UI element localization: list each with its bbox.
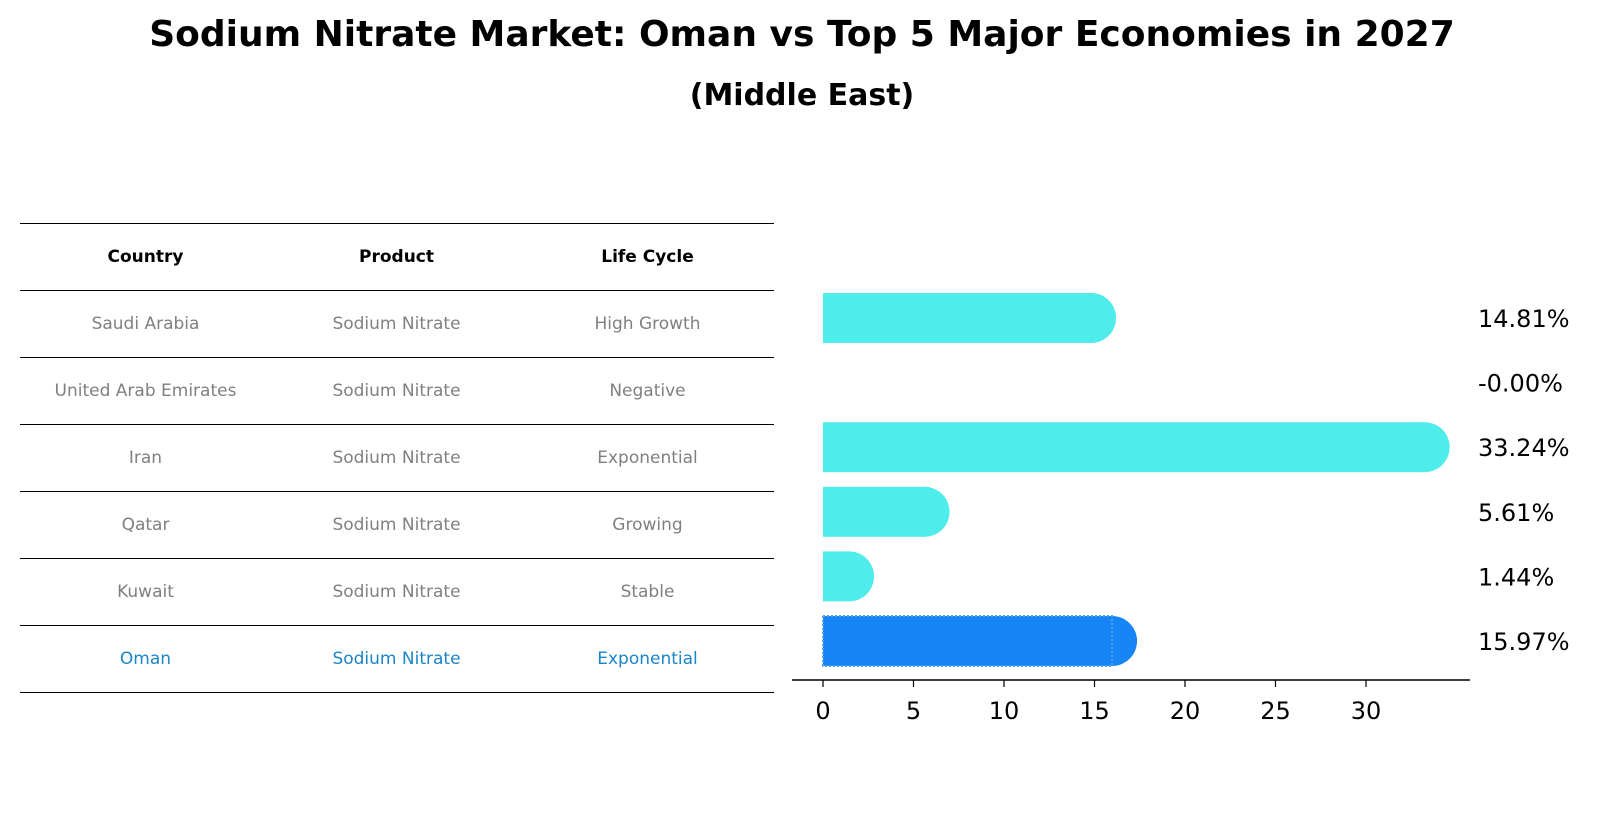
cell-country: Qatar: [121, 515, 170, 535]
bar-cap: [1399, 422, 1450, 473]
header-product: Product: [359, 247, 434, 267]
cell-product: Sodium Nitrate: [332, 649, 461, 669]
cell-life-cycle: Stable: [620, 582, 675, 602]
bar: [823, 422, 1425, 473]
bar-cap: [1087, 616, 1138, 666]
x-tick-label: 15: [1079, 697, 1110, 725]
cell-life-cycle: Exponential: [597, 448, 698, 468]
cell-country: Kuwait: [117, 582, 174, 602]
table-row-highlight: Oman Sodium Nitrate Exponential: [20, 625, 774, 693]
table-row: Saudi Arabia Sodium Nitrate High Growth: [20, 290, 774, 357]
comparison-table: Country Product Life Cycle Saudi Arabia …: [20, 223, 774, 693]
data-label: 33.24%: [1478, 434, 1570, 462]
bar-cap: [899, 486, 950, 537]
header-life-cycle: Life Cycle: [601, 247, 694, 267]
cell-country: Iran: [128, 448, 163, 468]
cell-product: Sodium Nitrate: [332, 381, 461, 401]
data-label: 15.97%: [1478, 628, 1570, 656]
cell-product: Sodium Nitrate: [332, 448, 461, 468]
cell-product: Sodium Nitrate: [332, 314, 461, 334]
bar-highlight-outline: [822, 615, 1114, 667]
cell-product: Sodium Nitrate: [332, 582, 461, 602]
x-tick-label: 25: [1260, 697, 1291, 725]
cell-life-cycle: Growing: [612, 515, 683, 535]
bar: [823, 293, 1092, 343]
header-country: Country: [107, 247, 184, 267]
bar-cap: [824, 551, 875, 602]
table-row: United Arab Emirates Sodium Nitrate Nega…: [20, 357, 774, 424]
table-row: Iran Sodium Nitrate Exponential: [20, 424, 774, 491]
cell-country: Oman: [119, 649, 172, 669]
bar: [823, 616, 1113, 666]
data-label: 14.81%: [1478, 305, 1570, 333]
cell-country: United Arab Emirates: [54, 381, 237, 401]
x-tick-label: 5: [906, 697, 921, 725]
cell-product: Sodium Nitrate: [332, 515, 461, 535]
data-label: 5.61%: [1478, 499, 1554, 527]
data-label: -0.00%: [1478, 370, 1563, 398]
chart-subtitle: (Middle East): [689, 78, 915, 113]
x-tick-label: 10: [989, 697, 1020, 725]
x-tick-label: 30: [1351, 697, 1382, 725]
data-label: 1.44%: [1478, 563, 1554, 591]
table-row: Qatar Sodium Nitrate Growing: [20, 491, 774, 558]
cell-life-cycle: Exponential: [597, 649, 698, 669]
bar-cap: [1066, 293, 1117, 343]
cell-country: Saudi Arabia: [91, 314, 200, 334]
table-row: Kuwait Sodium Nitrate Stable: [20, 558, 774, 625]
cell-life-cycle: High Growth: [594, 314, 701, 334]
chart-title: Sodium Nitrate Market: Oman vs Top 5 Maj…: [149, 14, 1455, 55]
x-tick-label: 20: [1170, 697, 1201, 725]
x-tick-label: 0: [815, 697, 830, 725]
table-header-row: Country Product Life Cycle: [20, 223, 774, 290]
cell-life-cycle: Negative: [609, 381, 686, 401]
